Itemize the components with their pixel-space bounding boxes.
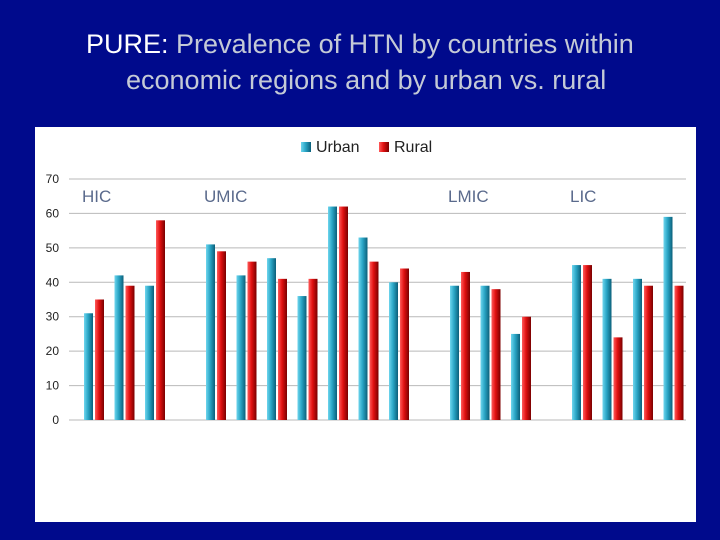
y-tick-50: 50	[46, 241, 60, 255]
x-label-argentina: Argentina	[182, 430, 227, 485]
bar-rural-iran	[522, 316, 531, 420]
x-label-chile: Chile	[258, 431, 287, 464]
bar-rural-colombia	[491, 289, 501, 420]
bar-rural-bangladesh	[583, 265, 592, 420]
legend-swatch-rural	[379, 142, 389, 152]
bar-urban-china	[450, 285, 459, 420]
bar-rural-poland	[339, 206, 348, 420]
bar-rural-zimbabwe	[674, 285, 684, 420]
bar-urban-bangladesh	[572, 265, 581, 420]
region-label-hic: HIC	[82, 187, 111, 206]
title-line1: Prevalence of HTN by countries within	[176, 29, 634, 59]
x-label-bangladesh: Bangladesh	[541, 431, 593, 496]
region-label-lmic: LMIC	[448, 187, 489, 206]
y-tick-60: 60	[46, 206, 60, 220]
bar-rural-uae	[156, 220, 165, 420]
bar-urban-malaysia	[297, 296, 307, 420]
x-label-turkey: Turkey	[375, 431, 410, 472]
x-label-uae: UAE	[138, 431, 166, 462]
y-tick-70: 70	[46, 172, 60, 186]
bar-rural-india	[613, 337, 623, 420]
y-tick-10: 10	[46, 379, 60, 393]
x-label-iran: Iran	[506, 431, 531, 458]
bar-urban-poland	[328, 206, 337, 420]
bar-urban-colombia	[480, 285, 490, 420]
chart-legend: Urban Rural	[301, 139, 432, 156]
bar-urban-india	[602, 278, 612, 420]
bar-rural-argentina	[217, 251, 226, 420]
bar-rural-sweden	[125, 285, 135, 420]
bar-rural-malaysia	[308, 278, 318, 420]
x-label-india: India	[594, 430, 623, 462]
bar-urban-sweden	[114, 275, 124, 420]
region-label-lic: LIC	[570, 187, 596, 206]
legend-swatch-urban	[301, 142, 311, 152]
region-label-umic: UMIC	[204, 187, 247, 206]
y-tick-30: 30	[46, 310, 60, 324]
slide-title: PURE: Prevalence of HTN by countries wit…	[86, 26, 720, 98]
title-line2: economic regions and by urban vs. rural	[126, 65, 607, 95]
bar-rural-china	[461, 271, 470, 420]
bar-urban-canada	[84, 313, 93, 420]
bar-rural-turkey	[400, 268, 409, 420]
bar-urban-iran	[511, 333, 520, 420]
bar-rural-canada	[95, 299, 104, 420]
bar-urban-south-africa	[358, 237, 368, 420]
bar-rural-brazil	[247, 261, 257, 420]
y-tick-20: 20	[46, 344, 60, 358]
legend-label-urban: Urban	[316, 139, 360, 156]
bar-urban-argentina	[206, 244, 215, 420]
bar-urban-turkey	[389, 282, 398, 420]
bar-urban-chile	[267, 258, 276, 420]
bar-urban-brazil	[236, 275, 246, 420]
bar-rural-chile	[278, 278, 287, 420]
x-label-brazil: Brazil	[226, 431, 257, 466]
title-prefix: PURE:	[86, 29, 169, 59]
y-tick-0: 0	[52, 413, 59, 427]
bar-rural-south-africa	[369, 261, 379, 420]
chart-panel: 0 10 20 30 40 50 60 70 Canada Sweden UAE HIC Argenti…	[35, 127, 696, 522]
legend-label-rural: Rural	[394, 139, 432, 156]
bar-urban-uae	[145, 285, 154, 420]
bar-urban-zimbabwe	[663, 216, 673, 420]
bar-urban-pakistan	[633, 278, 642, 420]
y-tick-40: 40	[46, 275, 60, 289]
bar-rural-pakistan	[644, 285, 653, 420]
